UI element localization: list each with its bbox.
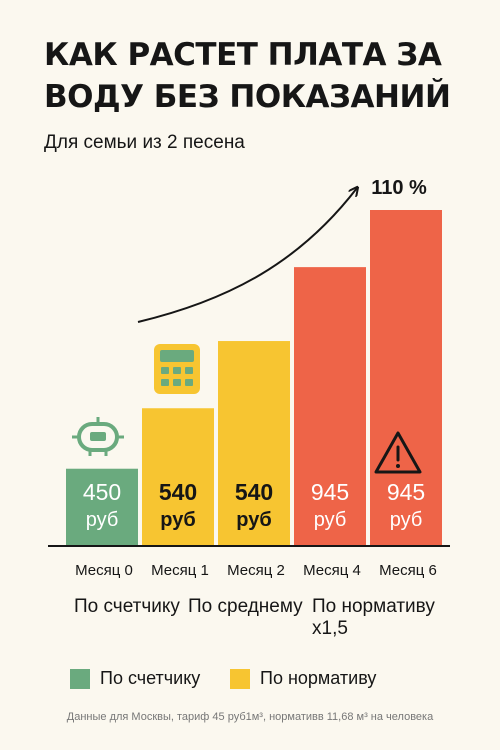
bar-unit-label: руб: [236, 509, 271, 531]
x-tick-label: Месяц 0: [75, 562, 133, 579]
legend-item-norm: По нормативу: [230, 668, 376, 689]
x-tick-label: Месяц 1: [151, 562, 209, 579]
bar-5: [370, 210, 442, 546]
legend-swatch-norm: [230, 668, 250, 689]
group-labels: По счетчику По среднему По нормативу x1,…: [0, 596, 500, 646]
bar-1: [66, 468, 138, 546]
legend-swatch-meter: [70, 668, 90, 689]
bar-value-label: 945: [311, 479, 349, 505]
bar-4: [294, 267, 366, 546]
group-label-average: По среднему: [188, 596, 303, 617]
bar-unit-label: руб: [160, 509, 195, 531]
group-label-norm: По нормативу x1,5: [312, 596, 435, 639]
x-tick-label: Месяц 6: [379, 562, 437, 579]
bar-value-label: 540: [235, 479, 273, 505]
bar-unit-label: руб: [86, 509, 119, 531]
growth-annotation: 110 %: [371, 177, 427, 199]
warning-icon: [374, 431, 422, 474]
bar-chart: 450 руб Месяц 0 540 руб Месяц 1 540 руб Месяц 2 9…: [48, 177, 450, 579]
bar-value-label: 450: [83, 479, 121, 505]
bar-unit-label: руб: [314, 509, 347, 531]
legend-item-meter: По счетчику: [70, 668, 200, 689]
robot-icon: [72, 417, 124, 456]
bar-2: [142, 408, 214, 546]
trend-arrow: [137, 188, 357, 323]
legend: По счетчику По нормативу: [70, 668, 490, 694]
footnote: Данные для Москвы, тариф 45 руб1м³, норм…: [66, 711, 434, 723]
bar-3: [218, 341, 290, 546]
x-tick-label: Месяц 4: [303, 562, 361, 579]
chart-subtitle: Для семьи из 2 песена: [44, 132, 245, 153]
chart-title: КАК РАСТЕТ ПЛАТА ЗА ВОДУ БЕЗ ПОКАЗАНИЙ: [44, 37, 451, 115]
bar-unit-label: руб: [390, 509, 423, 531]
group-label-meter: По счетчику: [74, 596, 180, 617]
x-tick-label: Месяц 2: [227, 562, 285, 579]
calculator-icon: [154, 344, 200, 394]
legend-label-norm: По нормативу: [260, 668, 377, 688]
bar-value-label: 945: [387, 479, 425, 505]
bar-value-label: 540: [159, 479, 197, 505]
legend-label-meter: По счетчику: [100, 668, 201, 688]
